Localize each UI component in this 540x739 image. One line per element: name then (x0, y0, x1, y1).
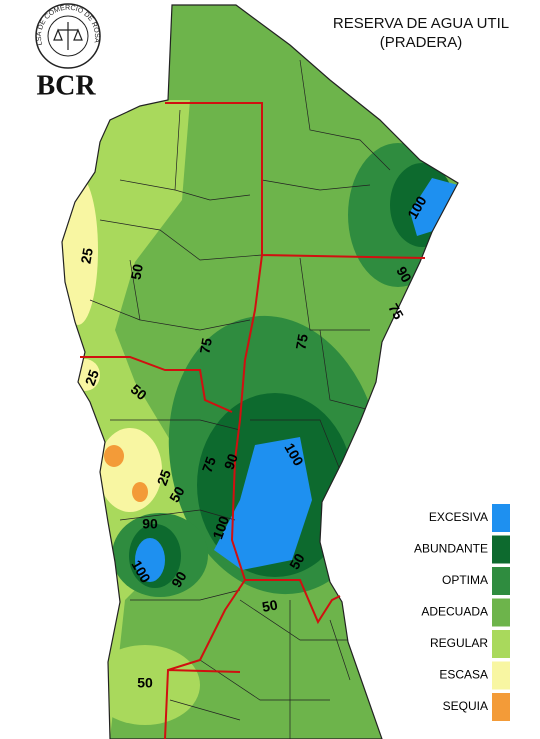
brand: BCR (36, 70, 96, 101)
contour-label: 75 (196, 337, 214, 355)
legend-swatch (492, 661, 510, 690)
moisture-zone (410, 178, 458, 236)
contour-label: 75 (292, 333, 310, 351)
moisture-zone (132, 482, 148, 502)
subtitle: (PRADERA) (380, 34, 463, 51)
legend-label: ESCASA (439, 668, 488, 682)
moisture-zone (90, 645, 200, 725)
legend-swatch (492, 693, 510, 721)
moisture-zone (98, 428, 162, 512)
contour-label: 25 (82, 367, 102, 387)
legend-swatch (492, 535, 510, 564)
logo-text-path: BOLSA DE COMERCIO DE ROSARIO (0, 0, 100, 46)
province-borders (80, 102, 426, 739)
legend-swatch (492, 630, 510, 658)
legend: EXCESIVA ABUNDANTE OPTIMA ADECUADA REGULAR ES… (414, 504, 510, 721)
contour-label: 90 (393, 264, 415, 286)
legend-label: OPTIMA (442, 573, 488, 587)
legend-label: ABUNDANTE (414, 542, 488, 556)
contour-label: 90 (168, 568, 190, 590)
contour-label: 25 (77, 247, 95, 265)
title: RESERVA DE AGUA UTIL (333, 15, 509, 32)
contour-label: 90 (142, 516, 158, 532)
contour-label: 25 (154, 467, 174, 487)
legend-label: ADECUADA (421, 605, 488, 619)
logo-text: BOLSA DE COMERCIO DE ROSARIO (0, 0, 100, 46)
moisture-zone (135, 538, 165, 582)
department-borders (89, 59, 391, 739)
legend-swatch (492, 567, 510, 595)
legend-label: EXCESIVA (429, 510, 488, 524)
contour-label: 50 (166, 483, 188, 505)
contour-label: 75 (199, 454, 219, 474)
contour-label: 90 (221, 451, 241, 471)
logo: BOLSA DE COMERCIO DE ROSARIO (0, 0, 101, 69)
moisture-zone (214, 437, 312, 570)
contour-label: 100 (209, 514, 232, 542)
contour-label: 50 (286, 550, 308, 572)
contour-label: 50 (261, 596, 279, 614)
moisture-zone (104, 445, 124, 467)
legend-label: SEQUIA (443, 699, 488, 713)
contour-label: 50 (127, 263, 145, 281)
legend-swatch (492, 598, 510, 627)
legend-swatch (492, 504, 510, 532)
contour-label: 75 (385, 301, 407, 323)
contour-label: 50 (137, 675, 153, 691)
legend-label: REGULAR (430, 636, 488, 650)
